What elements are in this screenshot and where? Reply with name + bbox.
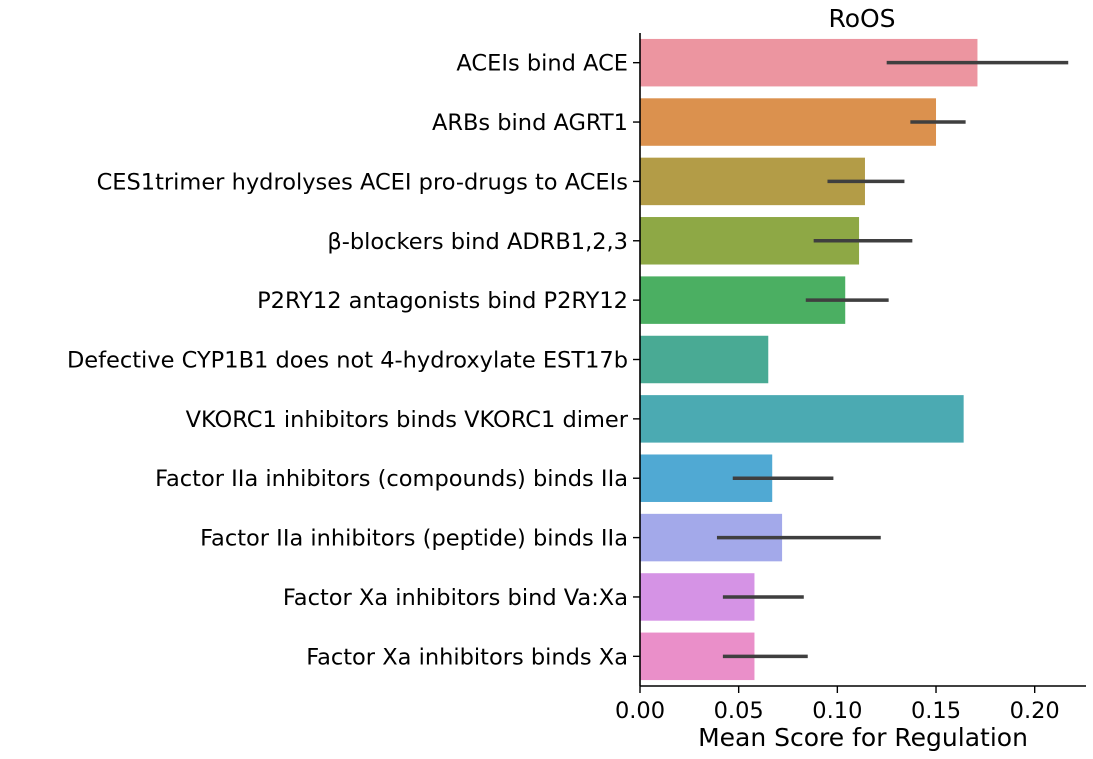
x-tick-label: 0.20	[1010, 698, 1060, 724]
y-tick-label: ARBs bind AGRT1	[432, 110, 628, 136]
y-tick-label: Defective CYP1B1 does not 4-hydroxylate …	[67, 348, 628, 374]
x-axis-label: Mean Score for Regulation	[698, 723, 1028, 752]
chart-title: RoOS	[828, 4, 895, 33]
bars-group	[640, 38, 978, 681]
y-tick-label: Factor Xa inhibitors binds Xa	[306, 644, 628, 670]
x-tick-label: 0.15	[911, 698, 961, 724]
x-tick-label: 0.05	[714, 698, 764, 724]
bar	[640, 395, 964, 443]
y-tick-label: ACEIs bind ACE	[456, 51, 628, 77]
y-tick-label: Factor Xa inhibitors bind Va:Xa	[283, 585, 628, 611]
x-tick-label: 0.10	[812, 698, 862, 724]
x-tick-label: 0.00	[615, 698, 665, 724]
y-tick-label: P2RY12 antagonists bind P2RY12	[257, 288, 628, 314]
x-ticks: 0.00 0.05 0.10 0.15 0.20	[615, 686, 1060, 724]
error-bars-group	[716, 60, 1069, 659]
y-tick-label: Factor IIa inhibitors (compounds) binds …	[155, 466, 628, 492]
y-tick-label: Factor IIa inhibitors (peptide) binds II…	[200, 526, 628, 552]
y-tick-labels: ACEIs bind ACE ARBs bind AGRT1 CES1trimer …	[67, 51, 640, 670]
bar	[640, 98, 937, 146]
y-tick-label: CES1trimer hydrolyses ACEI pro-drugs to …	[97, 169, 628, 195]
bar	[640, 335, 769, 384]
y-tick-label: β-blockers bind ADRB1,2,3	[327, 229, 628, 255]
y-tick-label: VKORC1 inhibitors binds VKORC1 dimer	[186, 407, 629, 433]
